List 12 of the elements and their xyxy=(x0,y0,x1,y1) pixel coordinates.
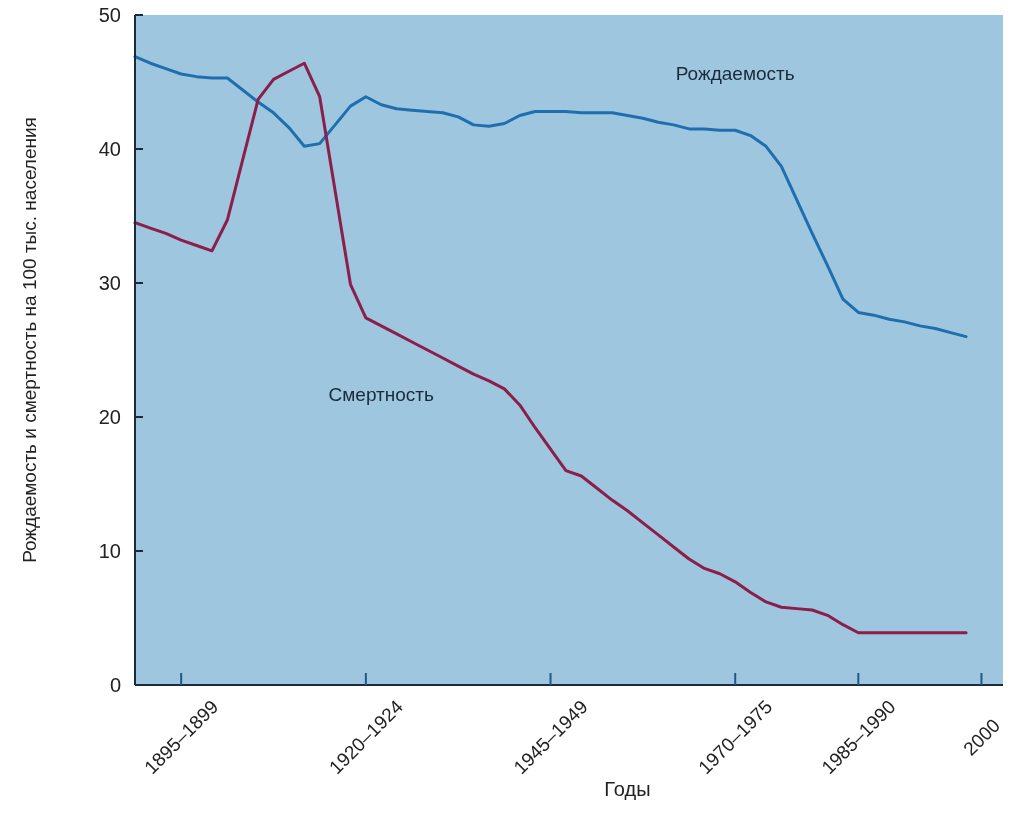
line-series xyxy=(133,55,968,339)
series-label: Смертность xyxy=(328,383,435,405)
y-tick-label: 0 xyxy=(109,674,121,696)
y-tick-label: 40 xyxy=(98,138,121,160)
y-tick-label: 30 xyxy=(98,272,121,294)
y-tick-label: 10 xyxy=(98,540,121,562)
y-tick-label: 20 xyxy=(98,406,121,428)
x-axis-title: Годы xyxy=(604,778,651,800)
line-series xyxy=(133,61,968,635)
text: Рождаемость xyxy=(675,63,795,85)
y-tick-label: 50 xyxy=(98,4,121,26)
y-axis-title: Рождаемость и смертность на 100 тыс. населения xyxy=(19,117,40,563)
